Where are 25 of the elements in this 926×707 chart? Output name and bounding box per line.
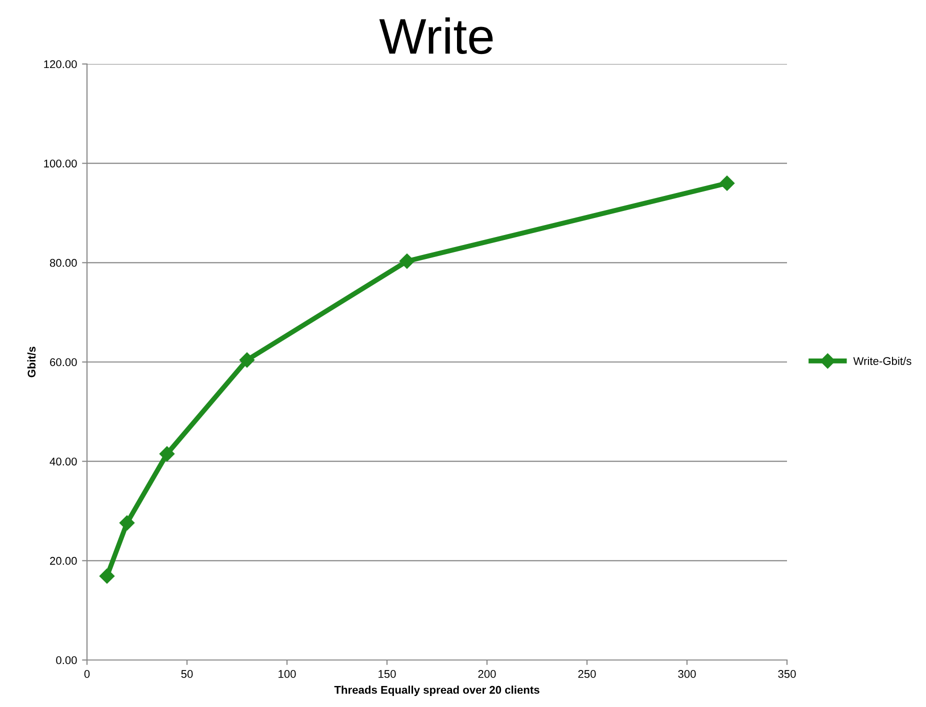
point	[119, 515, 135, 530]
x-tick-label: 250	[578, 670, 596, 678]
point	[239, 352, 255, 368]
point	[399, 254, 415, 269]
y-tick-label: 20.00	[50, 556, 77, 565]
chart-title: Write	[379, 17, 493, 54]
point	[99, 568, 115, 584]
x-axis-title: Threads Equally spread over 20 clients	[334, 686, 540, 696]
legend-label: Write-Gbit/s	[853, 356, 912, 365]
x-tick-label: 350	[778, 670, 796, 678]
x-tick-label: 50	[181, 670, 193, 678]
y-tick-label: 0.00	[56, 656, 77, 664]
y-tick-label: 60.00	[50, 358, 77, 366]
x-tick-label: 100	[278, 670, 296, 678]
y-tick-label: 40.00	[50, 458, 77, 466]
x-tick-label: 300	[678, 670, 696, 678]
y-tick-label: 80.00	[50, 258, 77, 267]
y-axis-title: Gbit/s	[27, 346, 36, 378]
x-tick-label: 0	[84, 670, 90, 678]
point	[159, 446, 175, 462]
point	[719, 176, 735, 191]
x-tick-label: 150	[378, 670, 396, 678]
y-tick-label: 120.00	[44, 60, 77, 68]
y-tick-label: 100.00	[44, 160, 77, 168]
x-tick-label: 200	[478, 670, 496, 678]
